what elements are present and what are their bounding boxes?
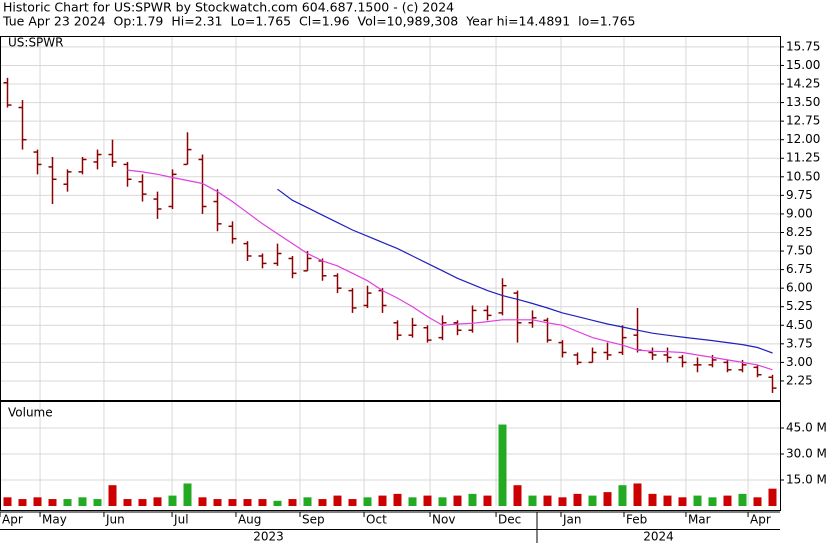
y-tick-label: 15.0 M: [786, 473, 827, 487]
volume-bar: [513, 485, 522, 506]
x-tick-label: Jun: [105, 513, 125, 527]
volume-bar: [708, 497, 717, 506]
volume-bar: [153, 497, 162, 506]
x-tick-label: Nov: [432, 513, 455, 527]
y-tick-label: 3.00: [786, 355, 813, 369]
volume-bar: [63, 499, 72, 506]
volume-bar: [228, 499, 237, 506]
y-tick-label: 5.25: [786, 299, 813, 313]
x-tick-label: Feb: [626, 513, 647, 527]
x-tick-label: Aug: [238, 513, 261, 527]
volume-bar: [333, 495, 342, 506]
volume-bar: [558, 497, 567, 506]
x-tick-label: May: [42, 513, 67, 527]
y-tick-label: 45.0 M: [786, 421, 827, 435]
volume-bar: [753, 497, 762, 506]
volume-bar: [663, 495, 672, 506]
volume-bar: [453, 495, 462, 506]
y-tick-label: 12.75: [786, 114, 820, 128]
volume-bar: [573, 493, 582, 506]
year-label: 2023: [253, 530, 284, 543]
y-tick-label: 13.50: [786, 95, 820, 109]
y-tick-label: 10.50: [786, 169, 820, 183]
volume-bar: [243, 499, 252, 506]
volume-bar: [393, 493, 402, 506]
volume-bar: [123, 499, 132, 506]
volume-bar: [603, 492, 612, 506]
year-label: 2024: [643, 530, 674, 543]
y-tick-label: 14.25: [786, 77, 820, 91]
x-tick-label: Jan: [562, 513, 582, 527]
x-tick-label: Apr: [2, 513, 23, 527]
volume-bar: [108, 485, 117, 506]
x-tick-label: Mar: [688, 513, 711, 527]
volume-bar: [483, 495, 492, 506]
volume-bar: [528, 495, 537, 506]
x-tick-label: Apr: [750, 513, 771, 527]
x-tick-label: Sep: [302, 513, 325, 527]
y-tick-label: 2.25: [786, 373, 813, 387]
volume-bar: [198, 497, 207, 506]
volume-bar: [423, 495, 432, 506]
volume-bar: [18, 499, 27, 506]
volume-bar: [648, 493, 657, 506]
volume-bar: [258, 499, 267, 506]
plot-frame: [0, 36, 781, 511]
volume-bar: [303, 497, 312, 506]
header-quote: Tue Apr 23 2024 Op:1.79 Hi=2.31 Lo=1.765…: [2, 14, 636, 29]
y-tick-label: 15.75: [786, 39, 820, 53]
volume-bar: [183, 483, 192, 506]
volume-bar: [498, 424, 507, 506]
volume-bar: [168, 495, 177, 506]
volume-bar: [48, 499, 57, 506]
volume-bar: [363, 497, 372, 506]
header-title: Historic Chart for US:SPWR by Stockwatch…: [3, 0, 454, 15]
x-tick-label: Dec: [498, 513, 521, 527]
volume-bar: [738, 493, 747, 506]
y-tick-label: 4.50: [786, 318, 813, 332]
y-tick-label: 7.50: [786, 244, 813, 258]
volume-bar: [408, 497, 417, 506]
volume-bar: [693, 495, 702, 506]
y-tick-label: 8.25: [786, 225, 813, 239]
y-tick-label: 3.75: [786, 336, 813, 350]
volume-bar: [138, 499, 147, 506]
moving-average-line: [277, 188, 773, 354]
volume-bar: [543, 495, 552, 506]
volume-bar: [213, 499, 222, 506]
volume-bar: [768, 488, 777, 506]
volume-bar: [93, 499, 102, 506]
volume-bar: [33, 497, 42, 506]
volume-bar: [78, 497, 87, 506]
volume-bar: [318, 499, 327, 506]
price-panel-title: US:SPWR: [8, 36, 64, 50]
volume-panel-title: Volume: [8, 406, 53, 420]
volume-bar: [618, 485, 627, 506]
y-tick-label: 6.00: [786, 281, 813, 295]
y-tick-label: 30.0 M: [786, 447, 827, 461]
volume-bar: [273, 500, 282, 506]
volume-bar: [723, 495, 732, 506]
x-tick-label: Jul: [173, 513, 188, 527]
volume-bar: [348, 499, 357, 506]
volume-bar: [633, 483, 642, 506]
y-tick-label: 11.25: [786, 151, 820, 165]
moving-average-line: [127, 169, 773, 371]
y-tick-label: 6.75: [786, 262, 813, 276]
y-tick-label: 9.00: [786, 206, 813, 220]
x-tick-label: Oct: [366, 513, 387, 527]
volume-bar: [438, 497, 447, 506]
y-tick-label: 12.00: [786, 132, 820, 146]
volume-bar: [378, 495, 387, 506]
volume-bar: [588, 495, 597, 506]
volume-bar: [3, 497, 12, 506]
y-tick-label: 9.75: [786, 188, 813, 202]
volume-bar: [468, 493, 477, 506]
volume-bar: [288, 499, 297, 506]
volume-bar: [678, 497, 687, 506]
y-tick-label: 15.00: [786, 58, 820, 72]
